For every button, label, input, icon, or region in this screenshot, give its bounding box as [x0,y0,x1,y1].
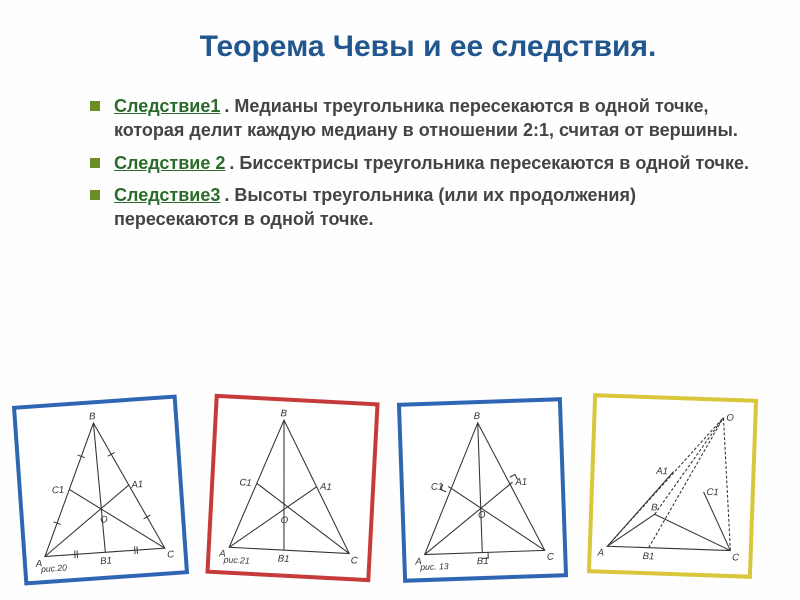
corollary-lead: Следствие1 [114,96,220,116]
svg-text:B1: B1 [100,555,113,567]
svg-text:C: C [547,552,554,563]
svg-text:рис.21: рис.21 [223,554,251,565]
corollaries-list: Следствие1. Медианы треугольника пересек… [0,74,800,231]
svg-text:C: C [350,555,358,566]
svg-text:B1: B1 [477,556,489,567]
corollary-body: . Биссектрисы треугольника пересекаются … [229,153,749,173]
diagram-medians: A1B1C1OABCрис.20 [12,394,189,585]
bullet-icon [90,190,100,200]
bullet-icon [90,101,100,111]
svg-text:B: B [651,502,658,513]
svg-text:O: O [726,413,734,424]
item-text: Следствие3. Высоты треугольника (или их … [114,183,750,232]
svg-text:C1: C1 [52,485,65,497]
svg-text:C1: C1 [706,487,719,498]
svg-text:A1: A1 [655,466,668,477]
svg-text:O: O [478,510,486,521]
svg-text:B1: B1 [277,553,289,565]
list-item: Следствие1. Медианы треугольника пересек… [90,94,750,143]
bullet-icon [90,158,100,168]
diagram-bisectors: A1B1C1OABCрис.21 [205,394,379,582]
svg-text:O: O [100,514,109,526]
svg-text:A1: A1 [514,477,527,488]
list-item: Следствие 2. Биссектрисы треугольника пе… [90,151,750,175]
corollary-lead: Следствие 2 [114,153,225,173]
svg-text:O: O [280,515,289,526]
page-title: Теорема Чевы и ее следствия. [0,0,800,74]
svg-text:рис.20: рис.20 [40,562,68,574]
svg-text:A: A [596,547,604,558]
svg-text:B: B [89,411,97,422]
list-item: Следствие3. Высоты треугольника (или их … [90,183,750,232]
svg-text:C: C [167,549,175,560]
diagram-altitudes-obtuse: O A1 B1 C1 A B C [587,393,758,579]
svg-text:C1: C1 [431,481,444,492]
svg-text:B: B [280,408,288,419]
diagram-altitudes: A1B1C1OABCрис. 13 [397,397,568,583]
svg-text:рис. 13: рис. 13 [419,561,449,572]
svg-text:B1: B1 [642,551,654,562]
svg-text:A1: A1 [130,479,144,491]
svg-text:C1: C1 [239,477,252,489]
diagram-row: A1B1C1OABCрис.20 A1B1C1OABCрис.21 A1B1C1… [0,378,800,588]
item-text: Следствие 2. Биссектрисы треугольника пе… [114,151,749,175]
svg-text:A1: A1 [319,481,332,493]
svg-text:B: B [473,411,480,422]
corollary-lead: Следствие3 [114,185,220,205]
svg-text:C: C [732,552,739,563]
item-text: Следствие1. Медианы треугольника пересек… [114,94,750,143]
